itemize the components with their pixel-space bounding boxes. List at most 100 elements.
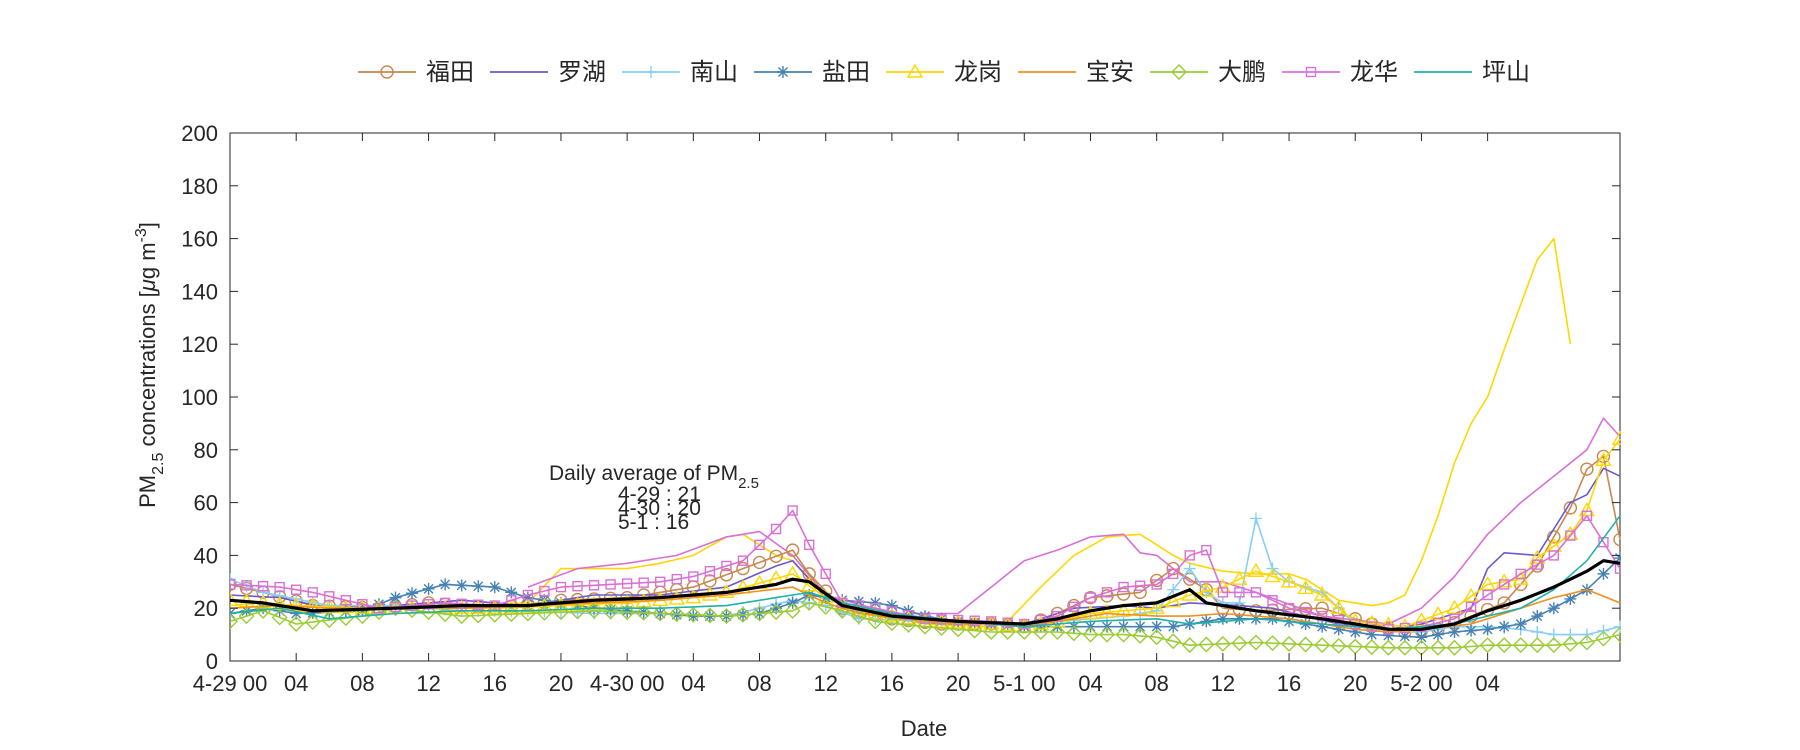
data-point (687, 610, 700, 623)
plot-area-frame (229, 132, 1621, 662)
data-point (1250, 587, 1262, 598)
data-point (406, 587, 419, 600)
y-tick-label: 80 (194, 438, 218, 463)
annotation-title-main: Daily average of PM (549, 462, 738, 485)
legend-item-大鹏: 大鹏 (1150, 59, 1266, 86)
data-point (453, 608, 470, 625)
data-point (754, 539, 765, 551)
y-tick-label: 180 (181, 174, 218, 199)
data-point (1264, 635, 1281, 652)
x-tick-label: 4-29 00 (193, 671, 268, 696)
data-point (917, 618, 933, 635)
data-point (1216, 612, 1229, 625)
data-point (337, 610, 354, 627)
data-point (240, 604, 253, 617)
series-line (230, 559, 1621, 631)
y-axis-label-main: PM (135, 475, 160, 508)
data-point (1479, 576, 1496, 591)
data-point (505, 586, 518, 599)
data-point (770, 523, 782, 535)
legend-item-坪山: 坪山 (1414, 59, 1530, 86)
data-point (1150, 620, 1163, 633)
y-tick-label: 120 (181, 332, 218, 357)
data-point (555, 581, 567, 593)
y-axis-label-rest: concentrations [ (135, 291, 160, 452)
data-point (621, 604, 634, 617)
data-point (1266, 612, 1279, 625)
data-point (652, 605, 669, 622)
data-point (718, 608, 735, 625)
x-tick-label: 08 (747, 671, 771, 696)
data-point (1167, 620, 1180, 633)
data-point (1316, 620, 1329, 633)
data-point (1231, 570, 1248, 585)
data-point (1181, 637, 1198, 654)
data-point (1101, 587, 1113, 598)
data-point (1283, 603, 1295, 614)
x-tick-label: 16 (1277, 671, 1301, 696)
data-point (290, 607, 303, 620)
data-point (1065, 625, 1082, 642)
data-point (1049, 623, 1066, 640)
data-point (1514, 618, 1527, 631)
series-extra-10 (527, 417, 1621, 625)
data-point (257, 581, 269, 592)
legend-label: 龙岗 (954, 59, 1002, 86)
data-point (230, 613, 238, 630)
data-point (1016, 623, 1033, 640)
data-point (1547, 530, 1561, 544)
y-tick-label: 20 (194, 596, 218, 621)
data-point (1431, 628, 1444, 641)
y-tick-label: 0 (206, 649, 218, 674)
data-point (817, 598, 834, 615)
legend-swatch-marker (380, 65, 394, 79)
y-tick-label: 200 (181, 121, 218, 146)
data-point (1134, 580, 1146, 591)
data-point (1498, 579, 1510, 590)
x-tick-label: 20 (549, 671, 573, 696)
y-tick-label: 140 (181, 279, 218, 304)
data-point (255, 602, 272, 619)
data-point (1198, 636, 1215, 653)
data-point (1349, 625, 1362, 638)
data-point (422, 582, 435, 595)
legend-label: 大鹏 (1218, 59, 1266, 86)
data-point (1298, 602, 1313, 616)
x-tick-label: 12 (1211, 671, 1235, 696)
data-point (420, 604, 437, 621)
data-point (1165, 633, 1182, 650)
data-point (1233, 612, 1246, 625)
data-point (1132, 627, 1149, 644)
data-point (1168, 568, 1179, 580)
legend-label: 龙华 (1350, 59, 1398, 86)
series-line (527, 417, 1621, 625)
data-point (1247, 634, 1264, 651)
data-point (306, 606, 319, 619)
x-axis-label: Date (901, 716, 947, 741)
data-point (1316, 610, 1328, 622)
data-point (274, 581, 285, 593)
data-point (1429, 605, 1447, 621)
data-point (1151, 579, 1162, 590)
data-point (340, 595, 352, 606)
data-point (1531, 610, 1544, 623)
data-point (406, 600, 418, 611)
data-point (238, 608, 255, 625)
data-point (1264, 568, 1281, 583)
data-point (1148, 629, 1165, 646)
data-point (1479, 637, 1496, 654)
legend-label: 福田 (426, 59, 474, 86)
data-point (1281, 635, 1298, 652)
legend-label: 罗湖 (558, 59, 606, 86)
data-point (1267, 595, 1278, 606)
data-point (539, 585, 550, 597)
data-point (1098, 603, 1116, 618)
data-point (605, 579, 616, 590)
legend: 福田 罗湖 南山 盐田 龙岗 宝安 大鹏 龙华 坪山 (358, 59, 1530, 86)
data-point (1515, 568, 1526, 580)
legend-item-福田: 福田 (358, 59, 474, 86)
data-point (1446, 599, 1463, 614)
data-point (1365, 628, 1378, 641)
data-point (1415, 631, 1428, 644)
x-tick-label: 04 (1078, 671, 1102, 696)
